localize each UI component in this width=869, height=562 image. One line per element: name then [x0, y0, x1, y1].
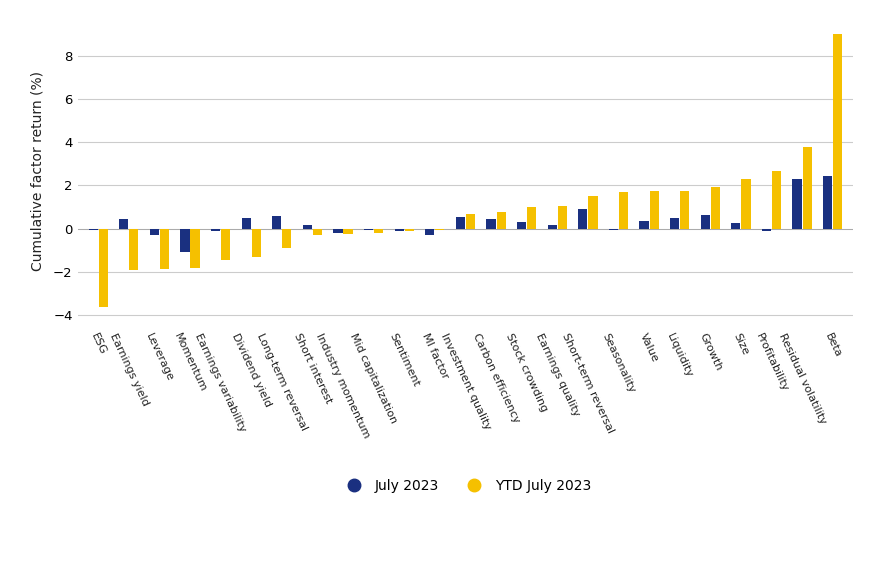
Bar: [210, 229, 220, 231]
Bar: [649, 191, 658, 229]
Bar: [731, 223, 740, 229]
Bar: [272, 216, 281, 229]
Bar: [700, 215, 709, 229]
Bar: [801, 147, 811, 229]
Bar: [251, 229, 261, 257]
Bar: [578, 209, 587, 229]
Bar: [740, 179, 750, 229]
Bar: [833, 34, 841, 229]
Bar: [242, 218, 250, 229]
Bar: [496, 212, 505, 229]
Bar: [333, 229, 342, 233]
Bar: [343, 229, 352, 234]
Y-axis label: Cumulative factor return (%): Cumulative factor return (%): [30, 71, 44, 271]
Bar: [455, 217, 464, 229]
Bar: [608, 229, 617, 230]
Bar: [618, 192, 627, 229]
Bar: [180, 229, 189, 252]
Bar: [822, 176, 832, 229]
Bar: [710, 187, 720, 229]
Bar: [587, 196, 597, 229]
Bar: [527, 207, 535, 229]
Bar: [486, 219, 495, 229]
Bar: [557, 206, 567, 229]
Legend: July 2023, YTD July 2023: July 2023, YTD July 2023: [334, 473, 596, 498]
Bar: [761, 229, 770, 231]
Bar: [89, 229, 97, 230]
Bar: [516, 222, 526, 229]
Bar: [129, 229, 138, 270]
Bar: [680, 191, 688, 229]
Bar: [160, 229, 169, 269]
Bar: [374, 229, 383, 233]
Bar: [363, 229, 373, 230]
Bar: [190, 229, 199, 268]
Bar: [434, 229, 444, 230]
Bar: [669, 218, 679, 229]
Bar: [395, 229, 403, 231]
Bar: [792, 179, 800, 229]
Bar: [119, 219, 129, 229]
Bar: [313, 229, 322, 235]
Bar: [302, 225, 312, 229]
Bar: [98, 229, 108, 306]
Bar: [547, 225, 556, 229]
Bar: [282, 229, 291, 248]
Bar: [425, 229, 434, 235]
Bar: [404, 229, 414, 231]
Bar: [149, 229, 159, 235]
Bar: [771, 171, 780, 229]
Bar: [639, 221, 648, 229]
Bar: [466, 214, 474, 229]
Bar: [221, 229, 230, 260]
